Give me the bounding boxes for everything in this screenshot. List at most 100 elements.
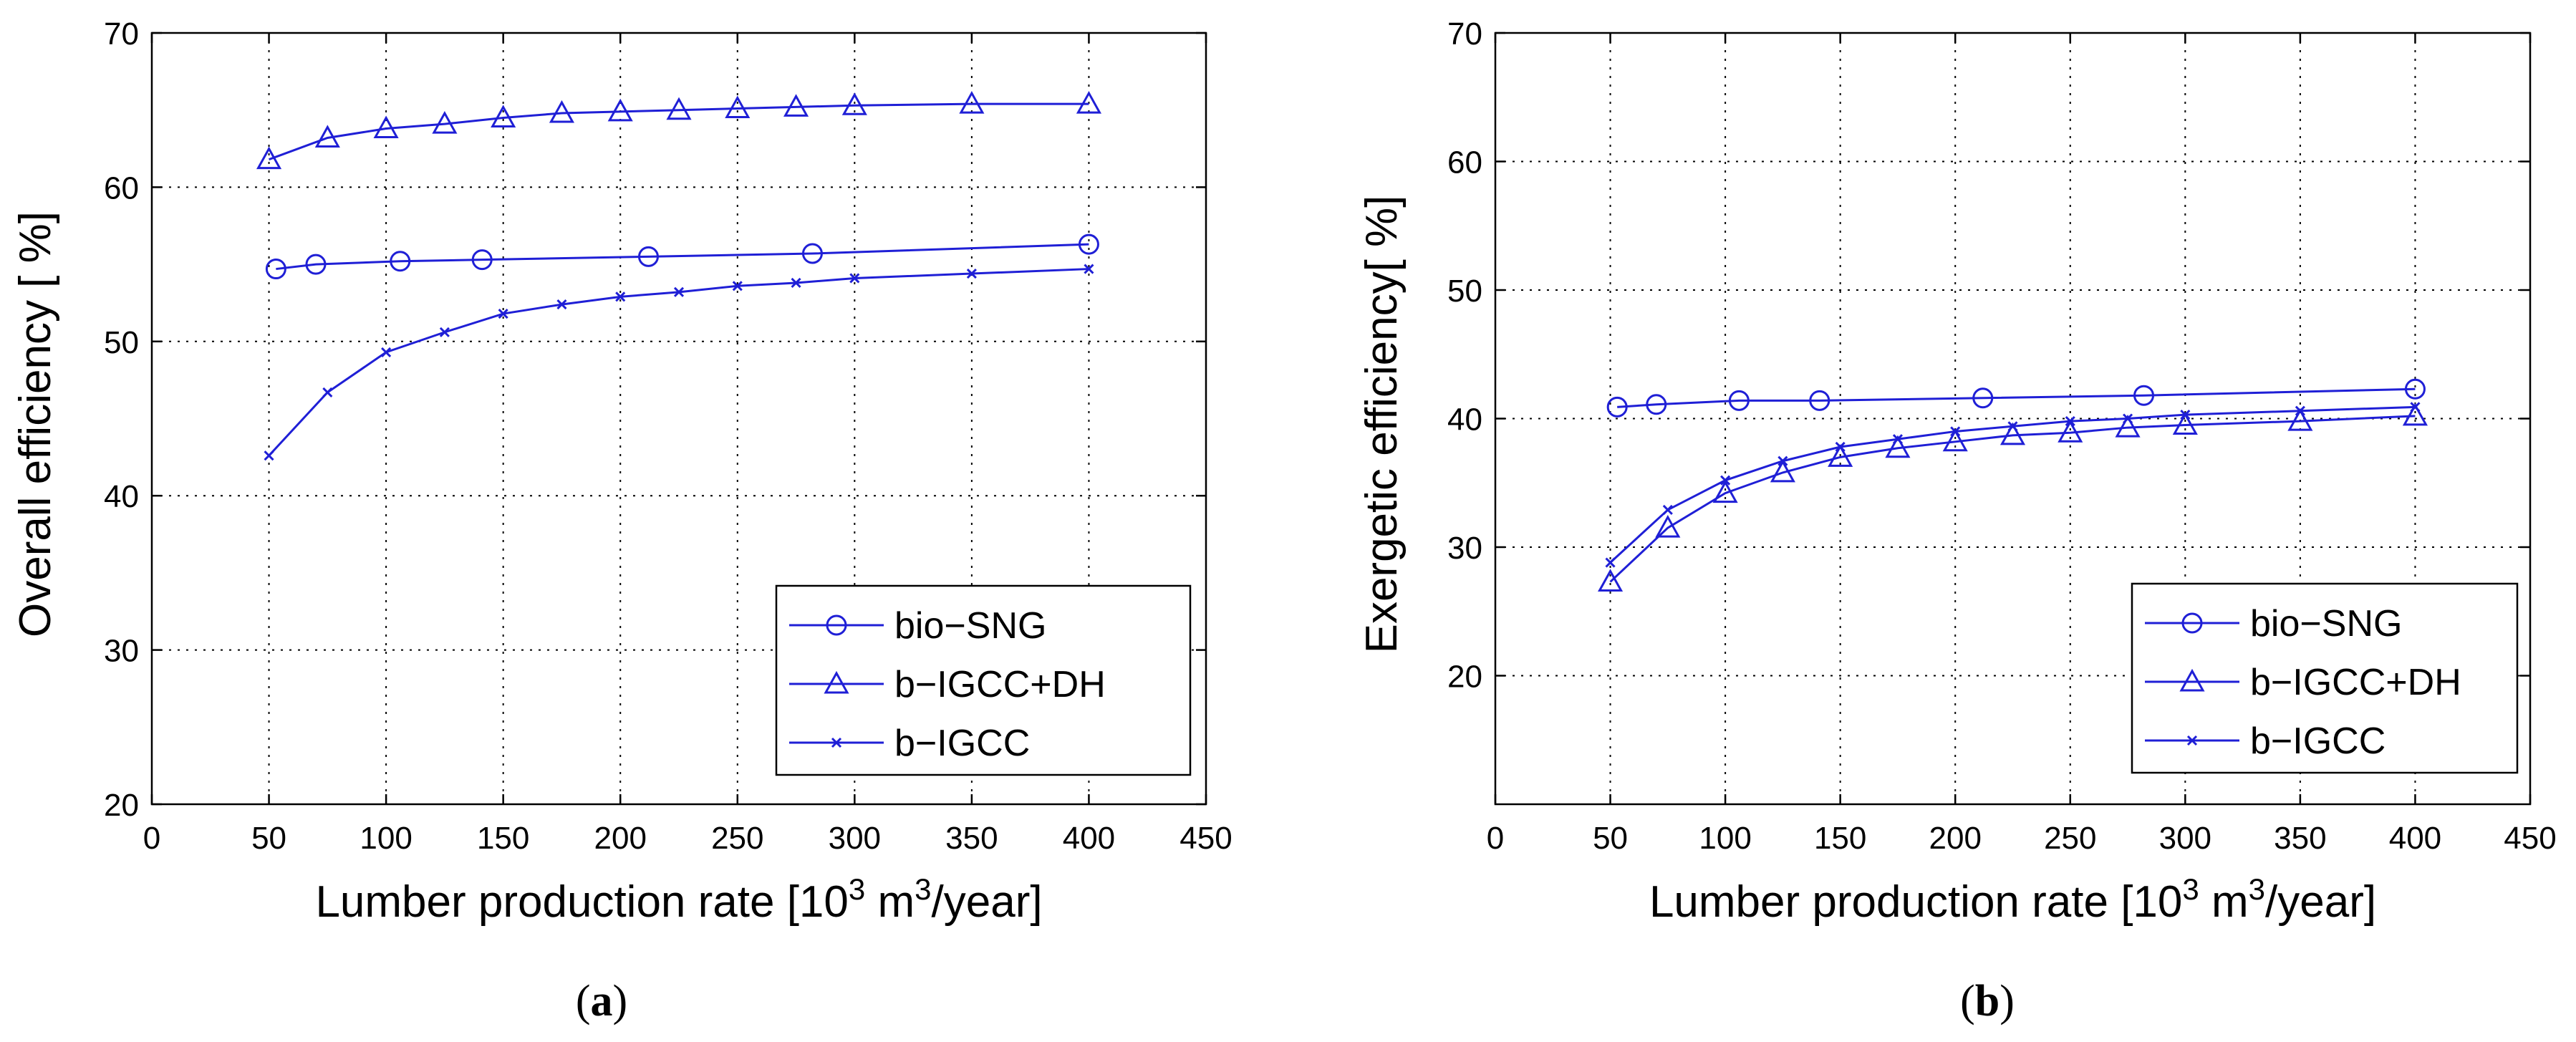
legend-label: b−IGCC+DH bbox=[894, 664, 1106, 705]
marker-triangle bbox=[256, 146, 282, 170]
marker-triangle bbox=[432, 110, 458, 134]
marker-circle bbox=[1728, 390, 1750, 411]
marker-triangle bbox=[1828, 444, 1853, 467]
marker-x bbox=[1950, 426, 1961, 437]
marker-circle bbox=[826, 614, 847, 636]
marker-circle bbox=[305, 254, 327, 275]
marker-triangle bbox=[1942, 428, 1968, 452]
marker-triangle bbox=[1076, 90, 1101, 114]
marker-x bbox=[1892, 434, 1904, 445]
marker-triangle bbox=[666, 97, 692, 120]
x-tick-label: 200 bbox=[1929, 821, 1982, 856]
x-axis-title-part: m bbox=[2199, 877, 2249, 927]
marker-x bbox=[439, 327, 450, 337]
marker-x bbox=[1777, 455, 1788, 466]
panel-label-paren: ( bbox=[576, 977, 591, 1026]
marker-circle bbox=[1606, 396, 1628, 418]
series-line bbox=[276, 243, 1089, 271]
marker-x bbox=[966, 268, 977, 279]
y-tick-label: 50 bbox=[1447, 274, 1482, 309]
marker-triangle bbox=[959, 90, 985, 114]
x-tick-label: 100 bbox=[1699, 821, 1751, 856]
series-line bbox=[1617, 387, 2416, 408]
x-axis-title-superscript: 3 bbox=[915, 872, 931, 906]
marker-circle bbox=[265, 259, 286, 280]
series-0 bbox=[1606, 378, 2426, 418]
x-axis-title-part: Lumber production rate [10 bbox=[315, 877, 848, 927]
marker-triangle bbox=[2115, 414, 2141, 438]
marker-circle bbox=[1646, 394, 1667, 415]
marker-x bbox=[2295, 405, 2305, 416]
series-line bbox=[1609, 415, 2416, 583]
x-tick-label: 350 bbox=[945, 821, 998, 856]
marker-x bbox=[381, 347, 392, 357]
series-1 bbox=[1598, 402, 2428, 592]
marker-x bbox=[2007, 421, 2018, 432]
x-tick-label: 200 bbox=[594, 821, 647, 856]
marker-x bbox=[1605, 557, 1616, 568]
series-0 bbox=[265, 233, 1099, 280]
marker-circle bbox=[637, 246, 659, 267]
marker-circle bbox=[2181, 612, 2203, 634]
marker-triangle bbox=[2287, 408, 2313, 431]
x-axis-title: Lumber production rate [103 m3/year] bbox=[1649, 872, 2376, 927]
y-tick-label: 60 bbox=[1447, 145, 1482, 180]
series-line bbox=[268, 268, 1089, 457]
legend-label: bio−SNG bbox=[2250, 603, 2402, 645]
marker-circle bbox=[2133, 385, 2155, 406]
marker-triangle bbox=[2179, 668, 2205, 692]
legend-label: b−IGCC bbox=[2250, 720, 2386, 762]
marker-triangle bbox=[1770, 459, 1795, 483]
y-tick-label: 60 bbox=[104, 170, 139, 206]
legend: bio−SNG b−IGCC+DH b−IGCC bbox=[775, 584, 1192, 776]
marker-circle bbox=[471, 249, 493, 271]
marker-triangle bbox=[1999, 422, 2026, 445]
x-tick-label: 300 bbox=[829, 821, 881, 856]
x-axis-title-superscript: 3 bbox=[2182, 872, 2199, 906]
marker-triangle bbox=[2172, 412, 2198, 435]
x-tick-label: 300 bbox=[2159, 821, 2211, 856]
marker-circle bbox=[1809, 390, 1830, 411]
y-axis-title: Exergetic efficiency[ %] bbox=[1357, 196, 1407, 654]
panel-label-letter: a bbox=[591, 977, 613, 1026]
x-tick-label: 400 bbox=[2389, 821, 2441, 856]
marker-triangle bbox=[783, 94, 809, 117]
marker-x bbox=[2186, 735, 2198, 746]
x-tick-label: 0 bbox=[1487, 821, 1504, 856]
x-tick-label: 150 bbox=[1814, 821, 1866, 856]
y-tick-label: 70 bbox=[104, 16, 139, 52]
marker-x bbox=[322, 387, 333, 397]
y-tick-label: 40 bbox=[104, 479, 139, 514]
marker-triangle bbox=[1712, 480, 1738, 503]
x-axis-title: Lumber production rate [103 m3/year] bbox=[315, 872, 1042, 927]
marker-x bbox=[791, 277, 801, 289]
x-axis-title-part: Lumber production rate [10 bbox=[1649, 877, 2182, 927]
x-axis-title-part: m bbox=[865, 877, 915, 927]
y-tick-label: 30 bbox=[104, 634, 139, 669]
y-tick-label: 40 bbox=[1447, 402, 1482, 438]
y-axis-title: Overall efficiency [ %] bbox=[11, 211, 60, 637]
x-tick-label: 350 bbox=[2274, 821, 2326, 856]
marker-circle bbox=[1078, 233, 1099, 255]
legend: bio−SNG b−IGCC+DH b−IGCC bbox=[2131, 582, 2519, 774]
marker-triangle bbox=[549, 100, 574, 123]
y-tick-label: 30 bbox=[1447, 531, 1482, 566]
marker-triangle bbox=[2058, 420, 2083, 443]
panel-label: (b) bbox=[1960, 977, 2015, 1026]
marker-triangle bbox=[725, 95, 751, 119]
x-axis-title-superscript: 3 bbox=[2249, 872, 2265, 906]
marker-triangle bbox=[841, 92, 867, 115]
x-tick-label: 450 bbox=[2504, 821, 2556, 856]
marker-triangle bbox=[314, 125, 340, 148]
marker-circle bbox=[390, 251, 411, 272]
panel-label-letter: b bbox=[1975, 977, 1999, 1026]
y-tick-label: 20 bbox=[104, 788, 139, 823]
marker-x bbox=[264, 450, 274, 461]
panel-label-paren: ) bbox=[613, 977, 628, 1026]
x-tick-label: 250 bbox=[2044, 821, 2096, 856]
y-tick-label: 50 bbox=[104, 325, 139, 360]
marker-x bbox=[673, 286, 685, 297]
y-tick-label: 20 bbox=[1447, 660, 1482, 695]
marker-triangle bbox=[607, 98, 633, 122]
marker-circle bbox=[2404, 378, 2426, 400]
